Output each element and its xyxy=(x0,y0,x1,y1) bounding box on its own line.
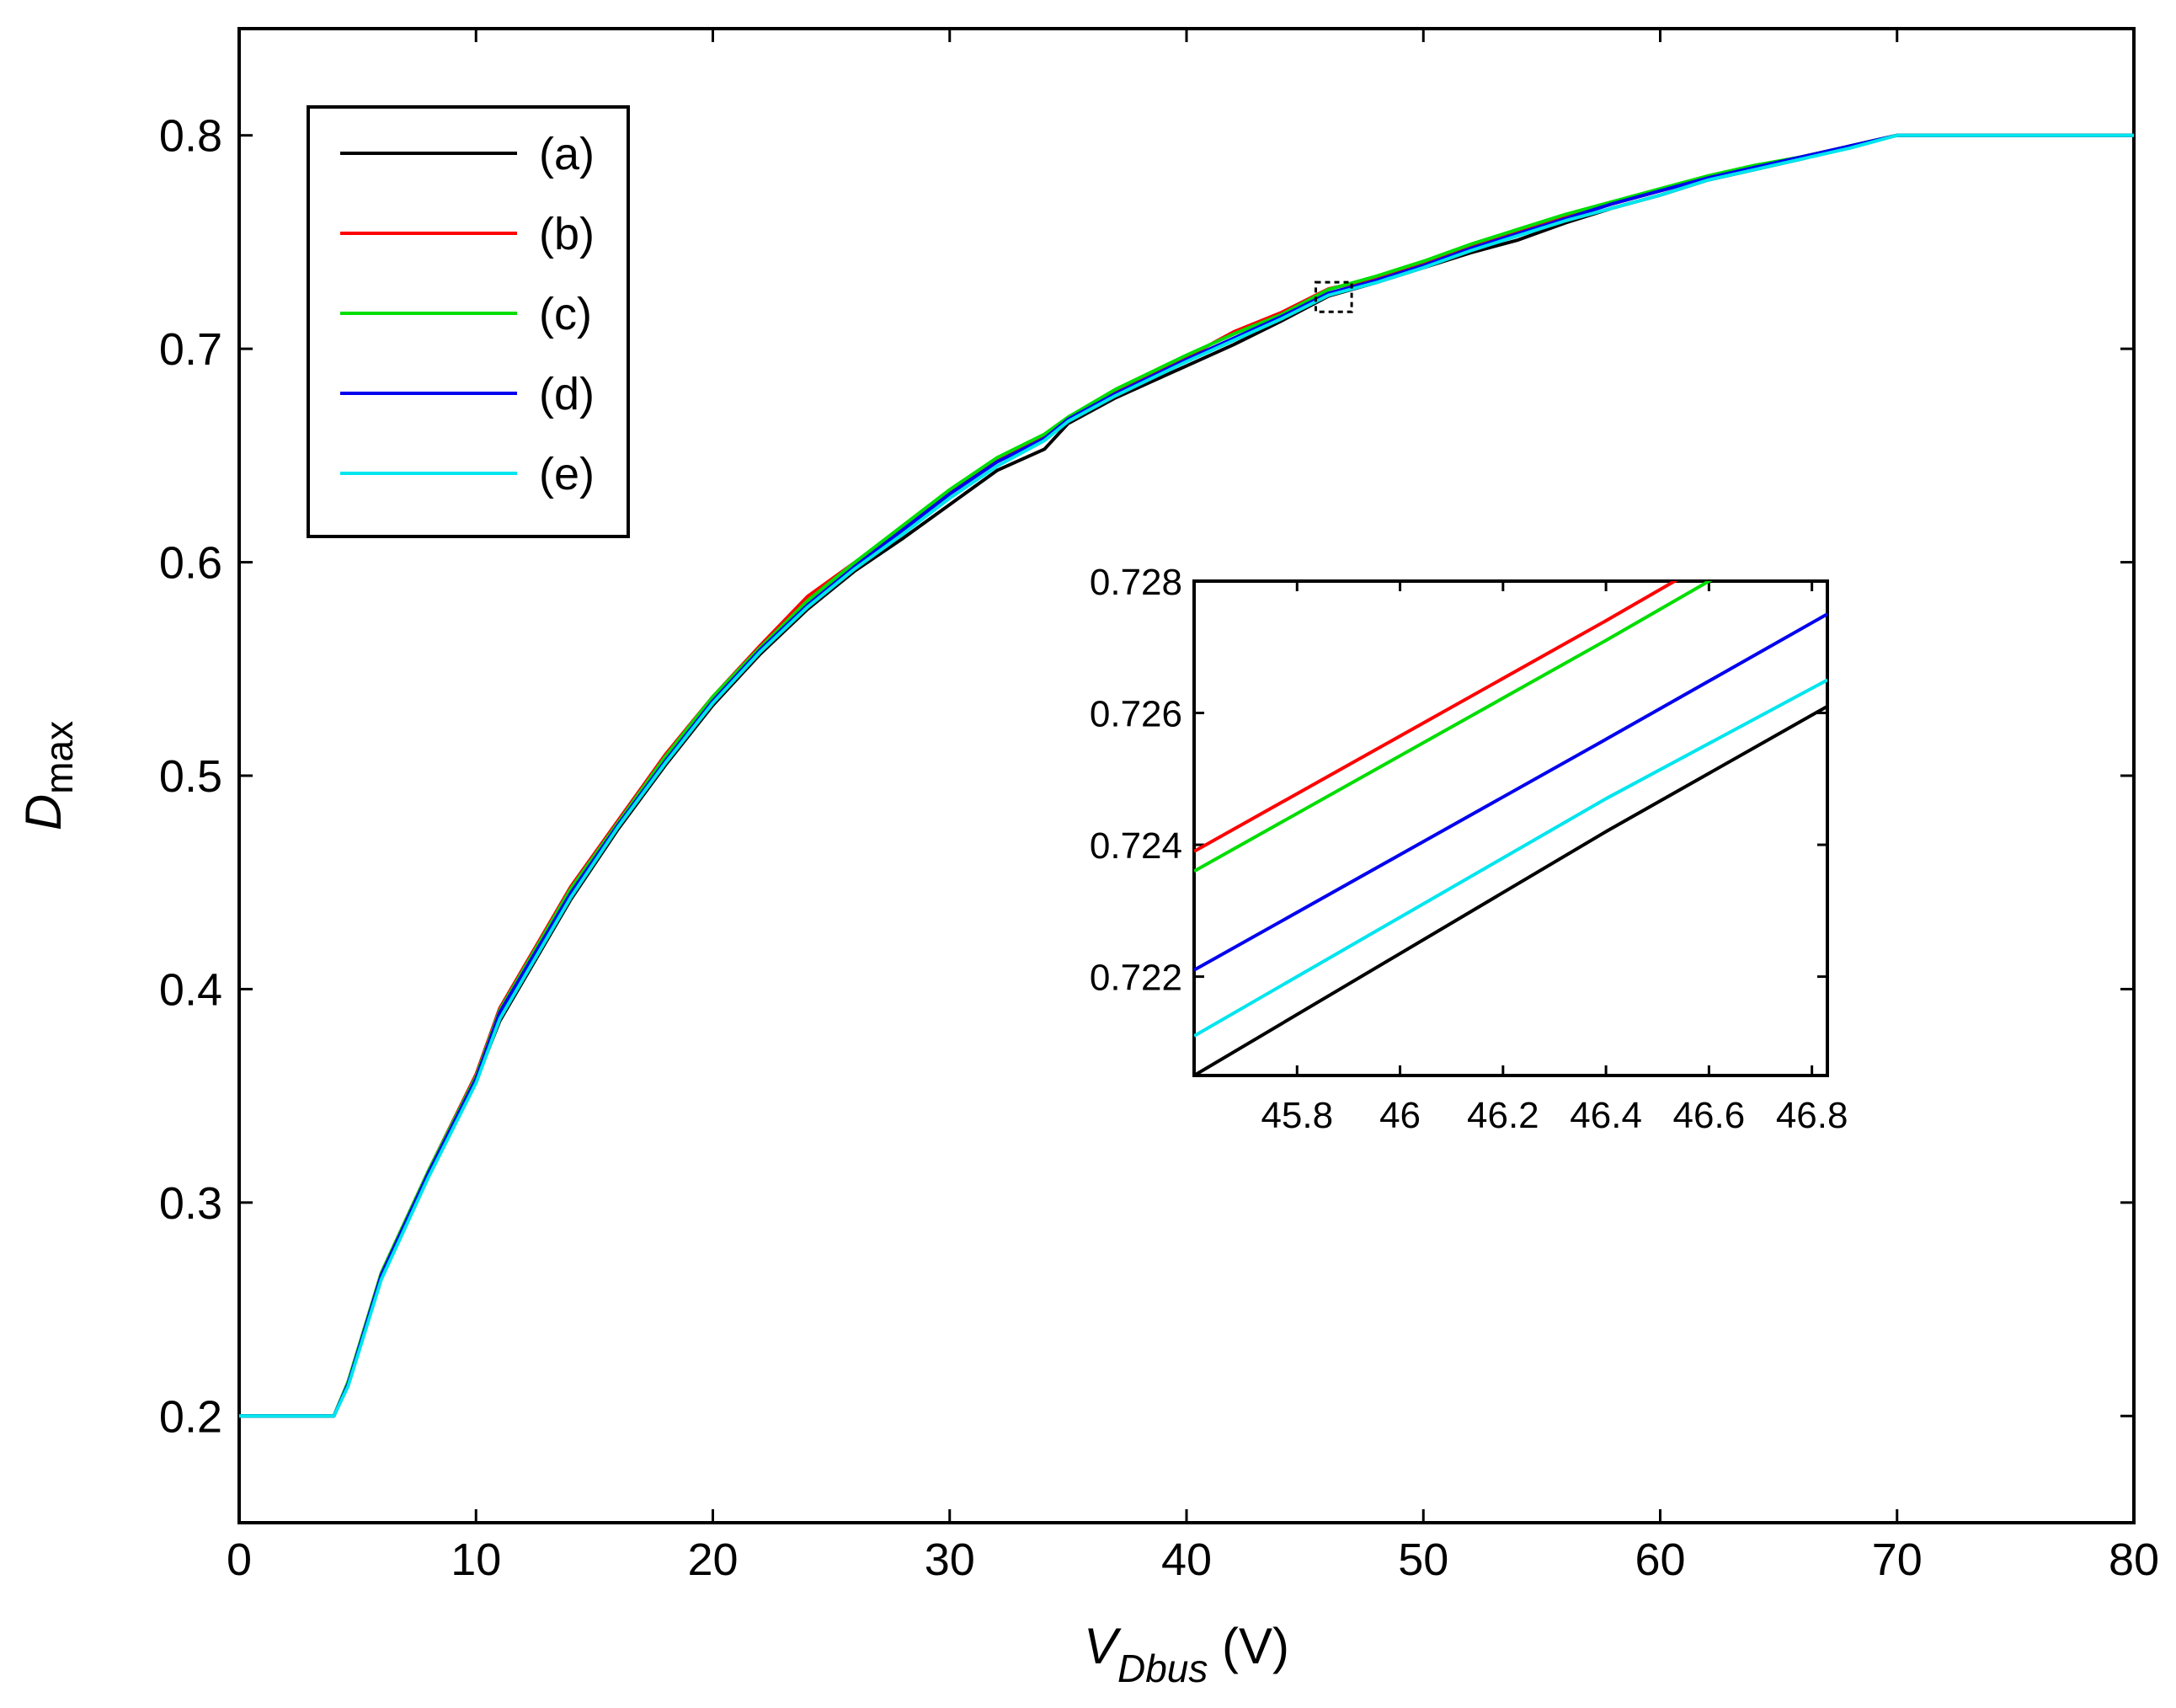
x-tick-label: 20 xyxy=(687,1535,738,1585)
inset-series-lines xyxy=(1194,581,1827,1076)
inset-x-tick-label: 45.8 xyxy=(1261,1095,1333,1136)
inset-x-tick-label: 46.2 xyxy=(1467,1095,1539,1136)
inset-axis-ticks: 45.8 46 46.2 46.4 46.6 46.8 0.722 0.724 0.726 0.7… xyxy=(1090,562,1848,1136)
y-axis-title-subscript: max xyxy=(37,721,81,794)
legend-label-1: (a) xyxy=(539,129,595,179)
y-tick-label: 0.6 xyxy=(159,538,222,589)
legend-label-5: (e) xyxy=(539,449,595,499)
inset-x-tick-label: 46.4 xyxy=(1570,1095,1642,1136)
y-tick-label: 0.8 xyxy=(159,111,222,162)
inset-series-line-2 xyxy=(1194,581,1678,853)
inset-series-line-1 xyxy=(1194,704,1827,1076)
y-tick-label: 0.4 xyxy=(159,964,222,1015)
inset-plot: 45.8 46 46.2 46.4 46.6 46.8 0.722 0.724 0.726 0.7… xyxy=(1090,562,1848,1136)
x-tick-label: 10 xyxy=(451,1535,501,1585)
inset-series-line-5 xyxy=(1194,678,1827,1038)
y-tick-label: 0.2 xyxy=(159,1391,222,1442)
y-tick-label: 0.5 xyxy=(159,751,222,802)
inset-y-tick-label: 0.728 xyxy=(1090,562,1182,603)
inset-x-tick-label: 46.6 xyxy=(1673,1095,1746,1136)
inset-x-tick-label: 46 xyxy=(1379,1095,1421,1136)
series-lines xyxy=(239,133,2134,1418)
y-axis-title: Dmax xyxy=(15,721,81,830)
y-tick-label: 0.7 xyxy=(159,324,222,375)
x-tick-label: 40 xyxy=(1161,1535,1212,1585)
inset-plot-frame xyxy=(1192,579,1829,1077)
x-tick-label: 70 xyxy=(1872,1535,1923,1585)
y-axis-title-main: D xyxy=(15,794,72,830)
svg-text:Dmax: Dmax xyxy=(15,721,81,830)
x-tick-label: 50 xyxy=(1398,1535,1448,1585)
legend-label-3: (c) xyxy=(539,289,592,339)
inset-x-tick-label: 46.8 xyxy=(1776,1095,1848,1136)
inset-y-tick-label: 0.726 xyxy=(1090,694,1182,735)
legend-label-2: (b) xyxy=(539,209,595,259)
x-axis-title-subscript: Dbus xyxy=(1117,1647,1208,1690)
inset-y-tick-label: 0.722 xyxy=(1090,958,1182,999)
x-tick-label: 30 xyxy=(925,1535,975,1585)
legend-entries: (a) (b) (c) (d) (e) xyxy=(340,129,595,499)
inset-series-line-3 xyxy=(1194,581,1713,873)
x-axis-title-unit: (V) xyxy=(1208,1618,1289,1674)
inset-series-line-4 xyxy=(1194,612,1827,972)
axis-ticks: 0 10 20 30 40 50 60 70 80 0.2 0.3 0.4 0.5 0.6 0.7 0.8 xyxy=(159,29,2159,1585)
series-line-5 xyxy=(239,133,2134,1418)
legend-box xyxy=(307,105,630,538)
legend-label-4: (d) xyxy=(539,369,595,419)
legend: (a) (b) (c) (d) (e) xyxy=(307,105,630,538)
y-tick-label: 0.3 xyxy=(159,1178,222,1229)
x-tick-label: 80 xyxy=(2109,1535,2159,1585)
x-axis-title-main: V xyxy=(1084,1618,1122,1674)
series-line-4 xyxy=(239,133,2134,1418)
inset-y-tick-label: 0.724 xyxy=(1090,825,1182,867)
x-axis-title: VDbus (V) xyxy=(1084,1618,1289,1690)
x-tick-label: 60 xyxy=(1635,1535,1685,1585)
x-tick-label: 0 xyxy=(227,1535,252,1585)
zoom-region-box xyxy=(1315,280,1353,313)
